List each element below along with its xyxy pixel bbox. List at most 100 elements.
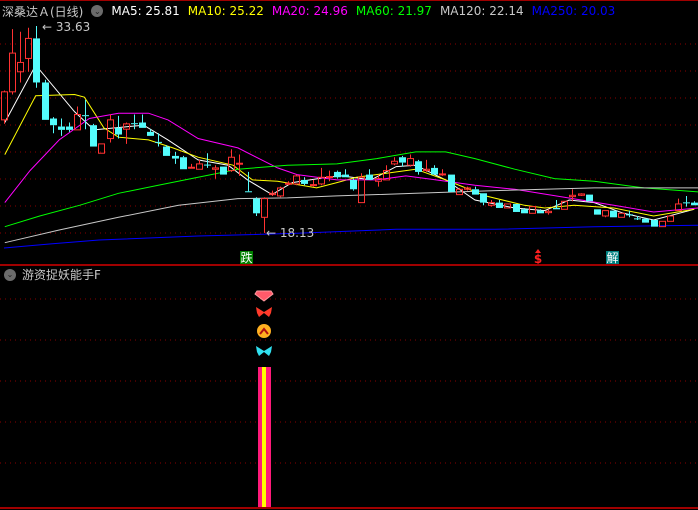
candle-up — [98, 143, 105, 154]
candle-down — [115, 127, 122, 135]
candle-up — [561, 200, 568, 210]
candle-up — [1, 91, 8, 121]
candle-down — [334, 171, 341, 178]
candle-down — [42, 82, 49, 120]
bottom-border — [0, 507, 698, 509]
candle-up — [407, 158, 414, 166]
candle-down — [131, 123, 138, 125]
chart-header: 深桑达Ａ(日线) ⌄ MA5: 25.81 MA10: 25.22 MA20: … — [2, 3, 623, 19]
candle-up — [17, 61, 24, 73]
candle-down — [50, 118, 57, 126]
low-price-label: ← 18.13 — [266, 226, 314, 240]
candle-up — [545, 210, 552, 214]
candle-down — [155, 141, 162, 143]
candle-up — [391, 160, 398, 165]
candle-down — [253, 198, 260, 214]
candle-down — [521, 209, 528, 214]
up-arrow-icon — [535, 249, 541, 253]
candle-up — [25, 37, 32, 59]
candle-up — [504, 203, 511, 209]
candle-up — [602, 210, 609, 217]
candle-down — [626, 214, 633, 216]
candle-down — [90, 125, 97, 147]
candle-up — [464, 187, 471, 190]
ma250-label: MA250: 20.03 — [531, 4, 616, 18]
gem-icon — [254, 290, 274, 302]
candle-up — [310, 184, 317, 187]
red-butterfly-icon — [256, 307, 272, 317]
ma120-line — [4, 187, 698, 244]
ma60-label: MA60: 21.97 — [355, 4, 432, 18]
ma60-line — [4, 151, 698, 228]
candle-up — [74, 114, 81, 131]
candle-up — [293, 175, 300, 185]
signal-dollar: $ — [533, 252, 543, 266]
candle-down — [594, 209, 601, 215]
candle-down — [220, 166, 227, 175]
candle-up — [488, 202, 495, 206]
candle-down — [82, 115, 89, 117]
candle-up — [375, 178, 382, 182]
candle-up — [188, 166, 195, 169]
ma20-line — [4, 112, 698, 213]
candle-down — [350, 179, 357, 190]
candle-down — [172, 155, 179, 159]
indicator-title: 游资捉妖能手F — [22, 268, 101, 282]
candle-up — [236, 162, 243, 165]
ma120-label: MA120: 22.14 — [439, 4, 524, 18]
candle-down — [66, 126, 73, 130]
candle-down — [180, 157, 187, 170]
candle-down — [496, 202, 503, 208]
candle-up — [529, 206, 536, 214]
candle-up — [326, 176, 333, 179]
chevron-down-icon[interactable]: ⌄ — [91, 5, 104, 17]
ma10-line — [4, 93, 695, 217]
candle-down — [399, 157, 406, 163]
candle-down — [163, 146, 170, 156]
candle-up — [318, 176, 325, 185]
signal-unlock: 解 — [606, 251, 619, 265]
candle-down — [366, 174, 373, 180]
stock-title: 深桑达Ａ(日线) — [2, 4, 84, 19]
candle-down — [33, 38, 40, 83]
ma250-line — [3, 224, 698, 249]
signal-fall: 跌 — [240, 251, 253, 265]
candle-up — [228, 156, 235, 172]
candle-down — [472, 189, 479, 195]
candle-up — [123, 123, 130, 130]
candle-down — [58, 126, 65, 130]
ma20-label: MA20: 24.96 — [271, 4, 348, 18]
up-arrow-circle-icon — [257, 324, 271, 338]
candle-down — [480, 193, 487, 203]
candle-up — [285, 182, 292, 185]
candle-up — [358, 176, 365, 204]
ma5-label: MA5: 25.81 — [111, 4, 180, 18]
candle-up — [667, 215, 674, 222]
candle-down — [301, 179, 308, 184]
candle-up — [569, 194, 576, 198]
candle-up — [196, 163, 203, 170]
candle-down — [610, 210, 617, 218]
indicator-header: ⌄ 游资捉妖能手F — [4, 266, 101, 283]
cyan-butterfly-icon — [256, 346, 272, 356]
signal-bar-core — [262, 367, 266, 507]
candle-down — [553, 207, 560, 210]
candle-down — [245, 191, 252, 193]
candle-up — [269, 192, 276, 196]
candle-down — [691, 202, 698, 206]
candle-up — [423, 168, 430, 172]
candle-down — [431, 167, 438, 175]
candle-down — [415, 161, 422, 172]
candle-up — [9, 52, 16, 93]
chevron-down-icon[interactable]: ⌄ — [4, 268, 16, 281]
high-price-label: ← 33.63 — [42, 20, 90, 34]
candle-up — [383, 170, 390, 181]
candle-down — [683, 202, 690, 204]
candle-down — [448, 174, 455, 192]
candle-up — [618, 212, 625, 218]
candle-up — [675, 203, 682, 212]
candle-down — [139, 122, 146, 128]
chevron-up-icon — [259, 327, 269, 335]
candle-down — [147, 131, 154, 136]
